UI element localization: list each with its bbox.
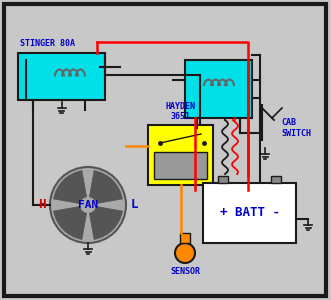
FancyBboxPatch shape xyxy=(218,176,228,183)
Wedge shape xyxy=(89,206,122,239)
FancyBboxPatch shape xyxy=(180,233,190,243)
Wedge shape xyxy=(89,171,122,203)
FancyBboxPatch shape xyxy=(203,183,296,243)
FancyBboxPatch shape xyxy=(148,125,213,185)
FancyBboxPatch shape xyxy=(18,53,105,100)
Circle shape xyxy=(175,243,195,263)
Text: + BATT -: + BATT - xyxy=(219,206,279,220)
Wedge shape xyxy=(54,206,86,239)
Circle shape xyxy=(50,167,126,243)
Text: H: H xyxy=(38,199,46,212)
Text: SENSOR: SENSOR xyxy=(170,267,200,276)
FancyBboxPatch shape xyxy=(185,60,252,118)
FancyBboxPatch shape xyxy=(154,152,207,179)
Text: FAN: FAN xyxy=(78,200,98,210)
Wedge shape xyxy=(54,171,86,203)
Text: HAYDEN
3651: HAYDEN 3651 xyxy=(166,102,196,121)
Text: CAB
SWITCH: CAB SWITCH xyxy=(281,118,311,138)
FancyBboxPatch shape xyxy=(271,176,281,183)
Text: STINGER 80A: STINGER 80A xyxy=(20,39,75,48)
Text: L: L xyxy=(130,199,138,212)
